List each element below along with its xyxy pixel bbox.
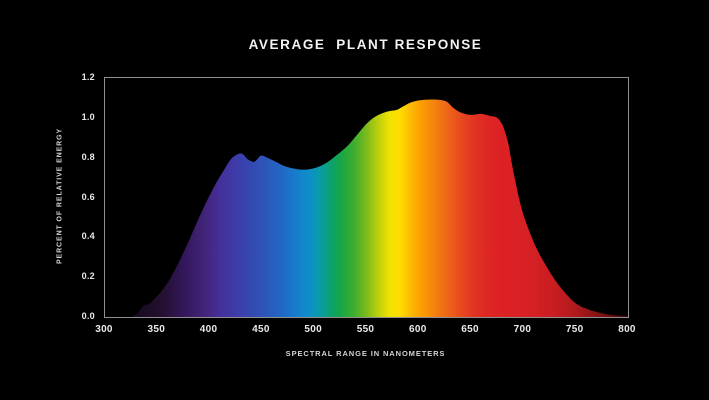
x-tick-label: 700 <box>513 324 532 335</box>
spectrum-svg <box>131 99 628 317</box>
x-tick-label: 550 <box>356 324 375 335</box>
y-tick-label: 0.8 <box>81 151 95 162</box>
y-tick-label: 0.4 <box>81 231 95 242</box>
y-tick-label: 0.6 <box>81 191 95 202</box>
x-tick-label: 750 <box>565 324 584 335</box>
y-tick-label: 0.2 <box>81 271 95 282</box>
x-tick-label: 800 <box>618 324 636 335</box>
chart-title: AVERAGE PLANT RESPONSE <box>248 37 483 52</box>
y-tick-label: 0.0 <box>81 311 95 321</box>
x-tick-label: 350 <box>147 324 166 335</box>
spectrum-area-path <box>131 99 628 317</box>
x-tick-label: 400 <box>199 324 218 335</box>
x-tick-label: 650 <box>461 324 479 335</box>
x-axis-title: SPECTRAL RANGE IN NANOMETERS <box>285 349 446 358</box>
plot-area <box>104 77 629 318</box>
y-tick-label: 1.2 <box>81 72 95 82</box>
x-tick-label: 500 <box>304 324 322 335</box>
x-tick-label: 600 <box>409 324 427 335</box>
x-tick-label: 300 <box>95 324 113 335</box>
y-tick-label: 1.0 <box>81 111 95 122</box>
x-tick-label: 450 <box>252 324 270 335</box>
